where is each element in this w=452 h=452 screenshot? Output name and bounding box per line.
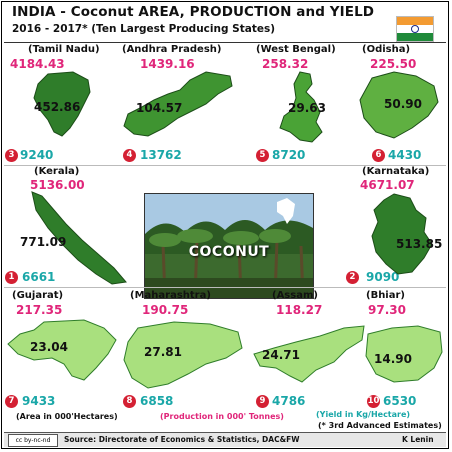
state-name-bhiar: (Bhiar) xyxy=(366,290,405,301)
kerala-map xyxy=(31,191,127,285)
andhra-pradesh-map xyxy=(123,71,233,137)
area-value-andhra-pradesh: 1439.16 xyxy=(140,57,195,71)
header-divider xyxy=(4,42,446,43)
coconut-plantation-image: COCONUT xyxy=(144,193,314,299)
yield-value-odisha: 4430 xyxy=(388,148,422,162)
rank-badge-assam: 9 xyxy=(256,395,269,408)
west-bengal-map xyxy=(279,71,323,143)
production-value-kerala: 771.09 xyxy=(20,235,67,249)
page-subtitle: 2016 - 2017* (Ten Largest Producing Stat… xyxy=(12,23,276,35)
author-credit: K Lenin xyxy=(402,435,434,444)
legend-area: (Area in 000'Hectares) xyxy=(16,412,118,421)
yield-value-gujarat: 9433 xyxy=(22,394,56,408)
rank-badge-tamil-nadu: 3 xyxy=(5,149,18,162)
rank-badge-west-bengal: 5 xyxy=(256,149,269,162)
state-name-karnataka: (Karnataka) xyxy=(362,166,430,177)
area-value-bhiar: 97.30 xyxy=(368,303,406,317)
state-name-gujarat: (Gujarat) xyxy=(12,290,64,301)
yield-value-bhiar: 6530 xyxy=(383,394,417,408)
legend-estimate: (* 3rd Advanced Estimates) xyxy=(318,421,442,430)
state-name-assam: (Assam) xyxy=(272,290,318,301)
state-name-tamil-nadu: (Tamil Nadu) xyxy=(28,44,100,55)
area-value-maharashtra: 190.75 xyxy=(142,303,189,317)
area-value-west-bengal: 258.32 xyxy=(262,57,309,71)
yield-value-west-bengal: 8720 xyxy=(272,148,306,162)
odisha-map xyxy=(359,71,439,139)
page-title: INDIA - Coconut AREA, PRODUCTION and YIE… xyxy=(12,4,375,20)
tamil-nadu-map xyxy=(33,71,91,137)
bhiar-map xyxy=(365,325,443,383)
production-value-maharashtra: 27.81 xyxy=(144,345,182,359)
area-value-tamil-nadu: 4184.43 xyxy=(10,57,65,71)
production-value-andhra-pradesh: 104.57 xyxy=(136,101,183,115)
gujarat-map xyxy=(7,319,117,381)
production-value-bhiar: 14.90 xyxy=(374,352,412,366)
area-value-odisha: 225.50 xyxy=(370,57,417,71)
source-note: Source: Directorate of Economics & Stati… xyxy=(64,435,300,444)
production-value-tamil-nadu: 452.86 xyxy=(34,100,81,114)
rank-badge-odisha: 6 xyxy=(372,149,385,162)
coconut-label: COCONUT xyxy=(188,244,270,260)
area-value-karnataka: 4671.07 xyxy=(360,178,415,192)
maharashtra-map xyxy=(123,321,243,389)
row-divider-2 xyxy=(4,287,446,288)
india-flag-icon xyxy=(396,16,434,42)
row-divider-1 xyxy=(4,165,446,166)
production-value-west-bengal: 29.63 xyxy=(288,101,326,115)
production-value-gujarat: 23.04 xyxy=(30,340,68,354)
legend-yield: (Yield in Kg/Hectare) xyxy=(316,410,411,419)
rank-badge-gujarat: 7 xyxy=(5,395,18,408)
state-name-west-bengal: (West Bengal) xyxy=(256,44,336,55)
area-value-gujarat: 217.35 xyxy=(16,303,63,317)
state-name-maharashtra: (Maharashtra) xyxy=(130,290,211,301)
rank-badge-karnataka: 2 xyxy=(346,271,359,284)
area-value-assam: 118.27 xyxy=(276,303,323,317)
area-value-kerala: 5136.00 xyxy=(30,178,85,192)
assam-map xyxy=(253,325,365,383)
state-name-kerala: (Kerala) xyxy=(34,166,80,177)
rank-badge-bhiar: 10 xyxy=(367,395,380,408)
footer: cc by-nc-nd Source: Directorate of Econo… xyxy=(4,432,446,447)
rank-badge-andhra-pradesh: 4 xyxy=(123,149,136,162)
yield-value-andhra-pradesh: 13762 xyxy=(140,148,182,162)
karnataka-map xyxy=(371,193,433,275)
rank-badge-maharashtra: 8 xyxy=(123,395,136,408)
yield-value-tamil-nadu: 9240 xyxy=(20,148,54,162)
state-name-andhra-pradesh: (Andhra Pradesh) xyxy=(122,44,222,55)
yield-value-maharashtra: 6858 xyxy=(140,394,174,408)
yield-value-assam: 4786 xyxy=(272,394,306,408)
production-value-karnataka: 513.85 xyxy=(396,237,443,251)
production-value-assam: 24.71 xyxy=(262,348,300,362)
production-value-odisha: 50.90 xyxy=(384,97,422,111)
creative-commons-icon: cc by-nc-nd xyxy=(8,434,58,447)
state-name-odisha: (Odisha) xyxy=(362,44,411,55)
rank-badge-kerala: 1 xyxy=(5,271,18,284)
legend-production: (Production in 000' Tonnes) xyxy=(160,412,284,421)
yield-value-karnataka: 9090 xyxy=(366,270,400,284)
yield-value-kerala: 6661 xyxy=(22,270,56,284)
